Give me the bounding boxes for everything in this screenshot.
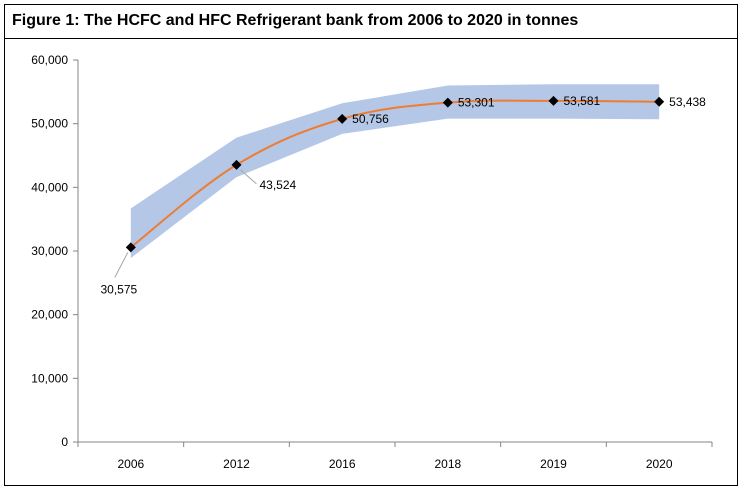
data-label: 43,524 (260, 178, 297, 192)
data-label: 50,756 (352, 112, 389, 126)
x-tick-label: 2012 (223, 457, 250, 471)
figure-title: Figure 1: The HCFC and HFC Refrigerant b… (5, 5, 737, 39)
data-label: 53,301 (458, 96, 495, 110)
data-point-marker (337, 113, 348, 124)
y-tick-label: 30,000 (31, 244, 68, 258)
y-tick-label: 60,000 (31, 53, 68, 67)
data-labels: 30,575 43,524 50,756 53,301 53,581 53,438 (100, 94, 706, 296)
axes: 0 10,000 20,000 30,000 40,000 50,000 60,000 200… (31, 53, 713, 471)
data-point-marker (125, 242, 136, 253)
x-tick-label: 2016 (329, 457, 356, 471)
y-tick-label: 50,000 (31, 117, 68, 131)
y-tick-label: 0 (61, 435, 68, 449)
data-label: 30,575 (100, 282, 137, 296)
x-tick-label: 2019 (540, 457, 567, 471)
x-tick-label: 2018 (434, 457, 461, 471)
series-layer (125, 95, 665, 253)
y-tick-label: 10,000 (31, 371, 68, 385)
data-point-marker (654, 96, 665, 107)
uncertainty-band (130, 84, 660, 259)
data-label: 53,581 (564, 94, 601, 108)
data-label-leader (240, 169, 257, 185)
data-label-leader (114, 252, 129, 278)
data-point-marker (548, 95, 559, 106)
data-point-marker (231, 159, 242, 170)
y-tick-label: 40,000 (31, 180, 68, 194)
y-tick-label: 20,000 (31, 308, 68, 322)
x-tick-label: 2006 (117, 457, 144, 471)
data-point-marker (442, 97, 453, 108)
uncertainty-band-layer (130, 84, 660, 259)
series-line (130, 99, 660, 249)
x-tick-label: 2020 (646, 457, 673, 471)
data-label: 53,438 (669, 95, 706, 109)
